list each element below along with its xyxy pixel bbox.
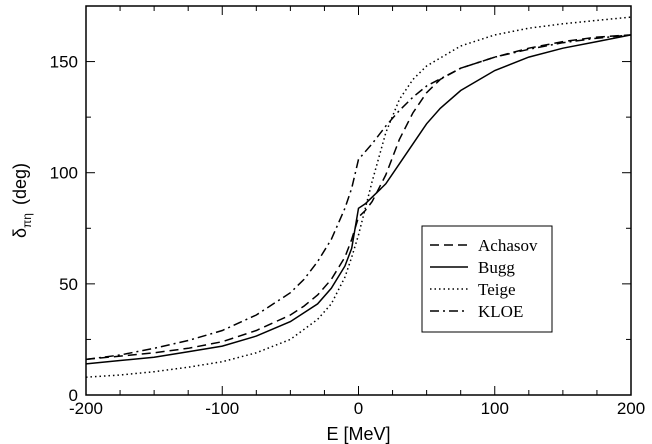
- x-tick-label: -100: [205, 399, 239, 418]
- x-tick-label: 200: [617, 399, 645, 418]
- ticks-layer: -200 -100 0 100 200 0 50 100 150: [50, 5, 645, 418]
- y-tick-label: 50: [59, 275, 78, 294]
- series-line-bugg: [85, 34, 632, 365]
- x-tick-label: 0: [354, 399, 363, 418]
- x-axis-label: E [MeV]: [326, 424, 390, 444]
- legend-label-achasov: Achasov: [478, 236, 538, 255]
- y-tick-label: 150: [50, 53, 78, 72]
- series-line-teige: [85, 16, 632, 378]
- legend: Achasov Bugg Teige KLOE: [421, 225, 553, 333]
- y-axis-label-unit: (deg): [10, 163, 30, 205]
- svg-text:δπη(deg): δπη (deg): [10, 163, 34, 238]
- y-axis-label-subscript: πη: [20, 213, 34, 228]
- series-line-kloe: [85, 34, 632, 361]
- y-tick-label: 100: [50, 164, 78, 183]
- legend-label-bugg: Bugg: [478, 258, 515, 277]
- x-tick-label: 100: [481, 399, 509, 418]
- legend-label-kloe: KLOE: [478, 302, 523, 321]
- legend-label-teige: Teige: [478, 280, 516, 299]
- y-axis-label-symbol: δ: [10, 228, 30, 238]
- y-tick-label: 0: [69, 386, 78, 405]
- legend-box: [421, 225, 553, 333]
- y-axis-label: δπη (deg): [10, 163, 34, 238]
- x-tick-label: -200: [69, 399, 103, 418]
- plot-frame: [85, 5, 632, 396]
- series-layer: [85, 16, 632, 378]
